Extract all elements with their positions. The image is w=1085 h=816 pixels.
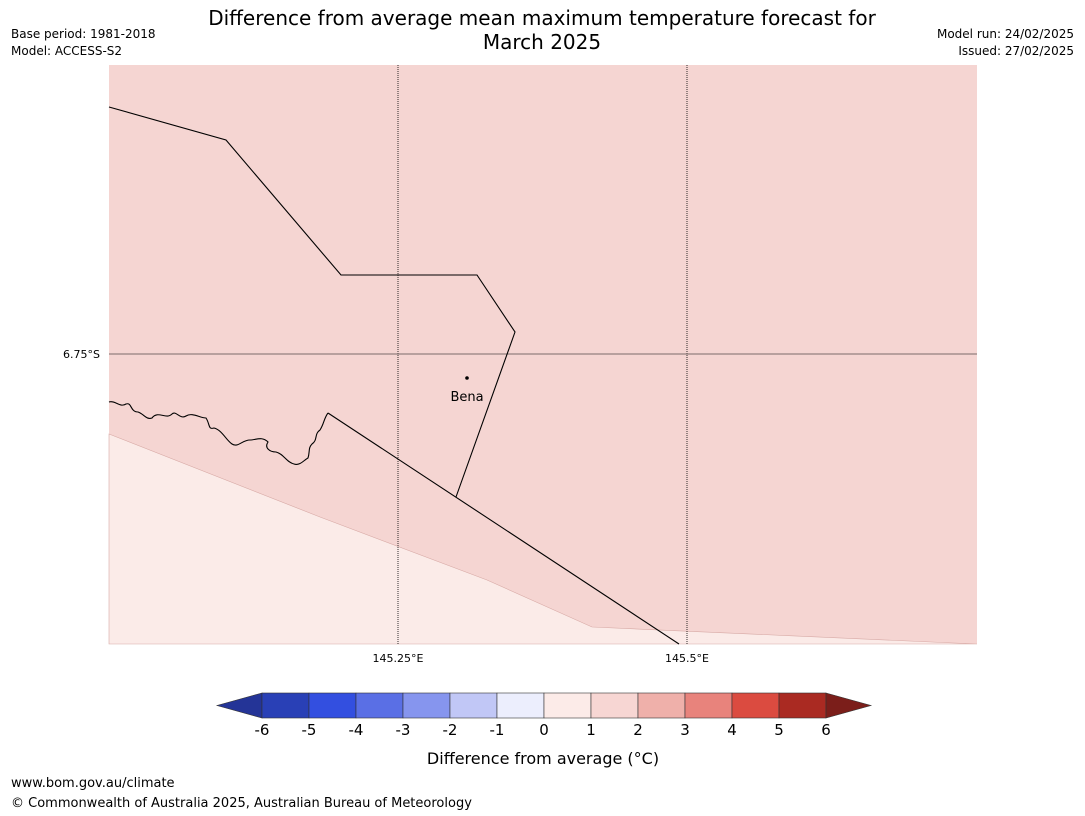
colorbar-tick-label: -5	[302, 721, 317, 739]
colorbar-segment	[449, 692, 498, 719]
title-line-2: March 2025	[482, 30, 602, 54]
place-label-bena: Bena	[450, 390, 483, 405]
colorbar-segment	[496, 692, 545, 719]
meta-right: Model run: 24/02/2025 Issued: 27/02/2025	[937, 26, 1074, 60]
colorbar-segment	[590, 692, 639, 719]
title-line-1: Difference from average mean maximum tem…	[208, 6, 876, 30]
model-name: Model: ACCESS-S2	[11, 44, 123, 58]
colorbar-segment	[261, 692, 310, 719]
colorbar-segment	[402, 692, 451, 719]
colorbar-segment	[684, 692, 733, 719]
footer: www.bom.gov.au/climate © Commonwealth of…	[11, 774, 472, 814]
colorbar-tick-label: 0	[539, 721, 549, 739]
latitude-label: 6.75°S	[63, 348, 100, 361]
meta-left: Base period: 1981-2018 Model: ACCESS-S2	[11, 26, 156, 60]
colorbar-tick-label: 5	[774, 721, 784, 739]
colorbar-extension-low	[215, 692, 263, 719]
model-run: Model run: 24/02/2025	[936, 27, 1074, 41]
colorbar-segment	[637, 692, 686, 719]
colorbar-tick-label: -3	[396, 721, 411, 739]
colorbar-segment	[308, 692, 357, 719]
map-region-fill-low	[108, 433, 978, 645]
colorbar-tick-label: -6	[255, 721, 270, 739]
footer-url: www.bom.gov.au/climate	[11, 776, 175, 791]
colorbar-extension-high	[825, 692, 873, 719]
colorbar-tick-label: -1	[490, 721, 505, 739]
longitude-label-145-25: 145.25°E	[373, 652, 424, 665]
colorbar-segment	[778, 692, 827, 719]
colorbar-segment	[731, 692, 780, 719]
longitude-label-145-5: 145.5°E	[665, 652, 709, 665]
colorbar-tick-label: 1	[586, 721, 596, 739]
colorbar-label: Difference from average (°C)	[427, 749, 659, 768]
colorbar: -6 -5 -4 -3 -2 -1 0 1 2 3 4 5 6	[215, 692, 873, 739]
base-period: Base period: 1981-2018	[11, 27, 156, 41]
colorbar-tick-label: 6	[821, 721, 831, 739]
colorbar-tick-label: 3	[680, 721, 690, 739]
colorbar-tick-label: -2	[443, 721, 458, 739]
issued-date: Issued: 27/02/2025	[958, 44, 1074, 58]
colorbar-tick-label: -4	[349, 721, 364, 739]
boundary-line-south	[327, 412, 680, 645]
chart-title: Difference from average mean maximum tem…	[142, 6, 942, 54]
colorbar-segment	[543, 692, 592, 719]
boundary-line-north	[108, 106, 516, 498]
colorbar-tick-label: 4	[727, 721, 737, 739]
place-marker	[465, 376, 469, 380]
footer-copyright: © Commonwealth of Australia 2025, Austra…	[11, 796, 472, 811]
colorbar-tick-label: 2	[633, 721, 643, 739]
colorbar-segment	[355, 692, 404, 719]
boundary-line-west	[108, 401, 329, 465]
